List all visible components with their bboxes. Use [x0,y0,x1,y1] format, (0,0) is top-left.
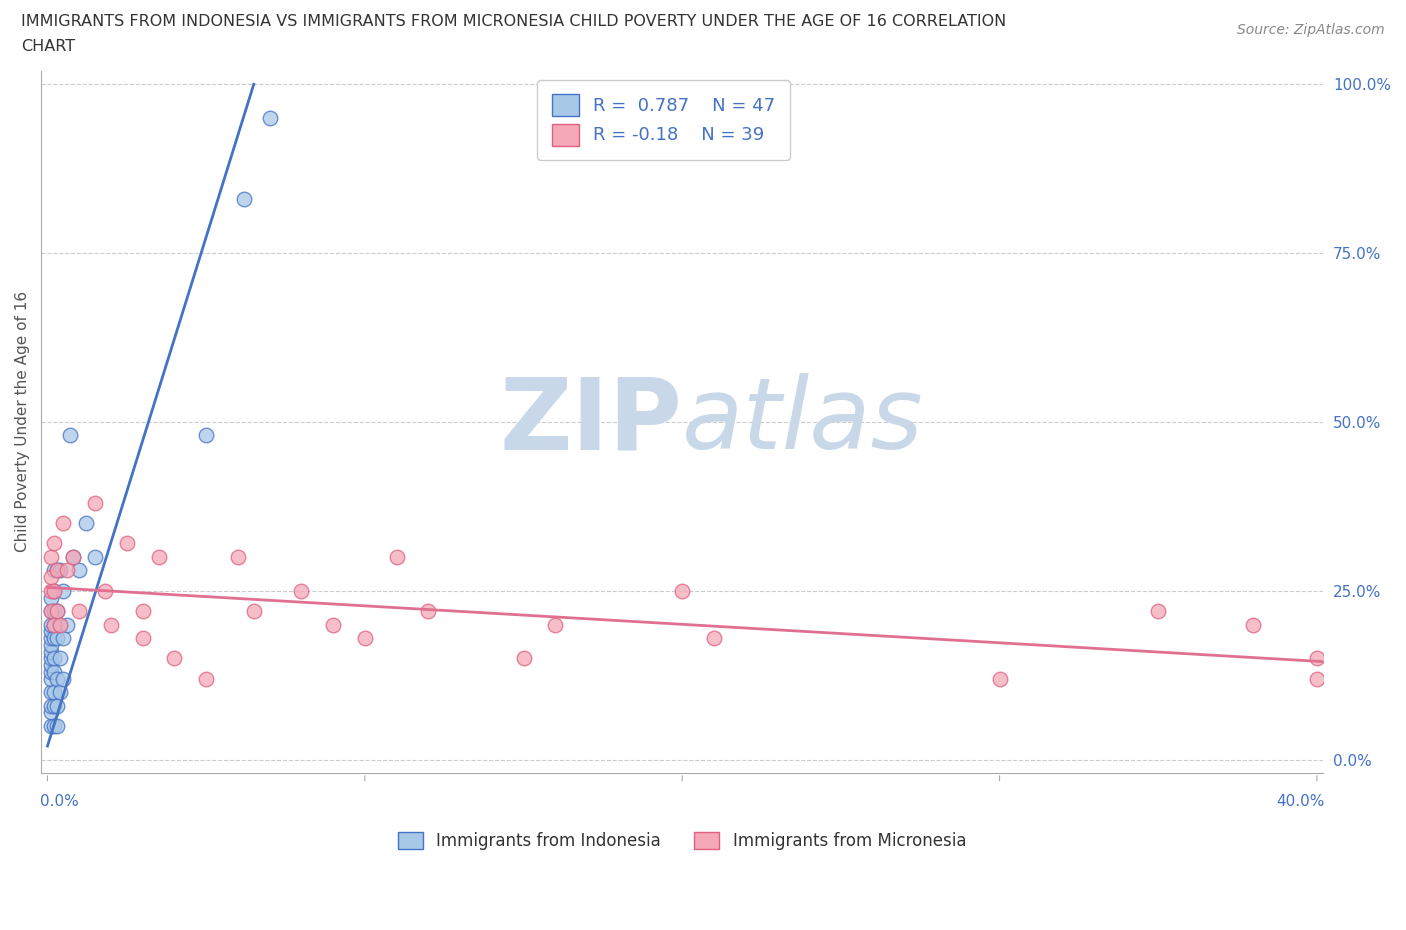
Point [39,644,62,659]
Point [39,631,62,645]
Point [84,550,107,565]
Point [42,583,65,598]
Point [512,651,534,666]
Point [46,604,69,618]
Point [39,604,62,618]
Point [46,563,69,578]
Point [42,604,65,618]
Point [233,192,256,206]
Point [46,563,69,578]
Point [59,428,82,443]
Point [42,618,65,632]
Point [544,618,567,632]
Point [39,590,62,604]
Point [39,698,62,713]
Point [49,618,72,632]
Point [42,664,65,679]
Point [39,651,62,666]
Point [46,631,69,645]
Point [42,618,65,632]
Text: IMMIGRANTS FROM INDONESIA VS IMMIGRANTS FROM MICRONESIA CHILD POVERTY UNDER THE : IMMIGRANTS FROM INDONESIA VS IMMIGRANTS … [21,14,1007,29]
Point [62,550,84,565]
Point [259,111,281,126]
Point [148,550,170,565]
Point [115,536,138,551]
Point [385,550,408,565]
Text: 40.0%: 40.0% [1277,794,1324,809]
Point [322,618,344,632]
Point [39,618,62,632]
Point [75,516,97,531]
Point [39,658,62,672]
Point [226,550,249,565]
Point [100,618,122,632]
Point [42,698,65,713]
Point [1306,671,1329,686]
Point [42,718,65,733]
Point [1306,651,1329,666]
Text: ZIP: ZIP [499,374,682,471]
Point [1147,604,1170,618]
Point [39,570,62,585]
Y-axis label: Child Poverty Under the Age of 16: Child Poverty Under the Age of 16 [15,291,30,552]
Point [93,583,115,598]
Point [42,536,65,551]
Point [39,664,62,679]
Point [49,618,72,632]
Point [39,583,62,598]
Point [242,604,264,618]
Point [84,496,107,511]
Point [46,671,69,686]
Point [988,671,1011,686]
Point [42,631,65,645]
Text: atlas: atlas [682,374,924,471]
Point [163,651,186,666]
Point [195,671,218,686]
Point [49,563,72,578]
Point [195,428,218,443]
Point [52,671,75,686]
Text: 0.0%: 0.0% [39,794,79,809]
Point [131,631,153,645]
Point [46,604,69,618]
Point [49,684,72,699]
Point [62,550,84,565]
Point [418,604,440,618]
Point [42,583,65,598]
Point [55,618,77,632]
Point [290,583,312,598]
Point [39,624,62,639]
Point [131,604,153,618]
Text: Source: ZipAtlas.com: Source: ZipAtlas.com [1237,23,1385,37]
Point [42,651,65,666]
Point [52,583,75,598]
Point [39,671,62,686]
Point [39,550,62,565]
Point [671,583,693,598]
Point [46,718,69,733]
Point [42,684,65,699]
Point [39,705,62,720]
Point [52,631,75,645]
Point [52,516,75,531]
Point [353,631,375,645]
Point [49,651,72,666]
Point [1243,618,1265,632]
Point [39,637,62,652]
Point [39,718,62,733]
Point [39,604,62,618]
Point [46,698,69,713]
Legend: Immigrants from Indonesia, Immigrants from Micronesia: Immigrants from Indonesia, Immigrants fr… [389,824,974,858]
Point [67,604,90,618]
Text: CHART: CHART [21,39,75,54]
Point [703,631,725,645]
Point [39,684,62,699]
Point [42,563,65,578]
Point [67,563,90,578]
Point [55,563,77,578]
